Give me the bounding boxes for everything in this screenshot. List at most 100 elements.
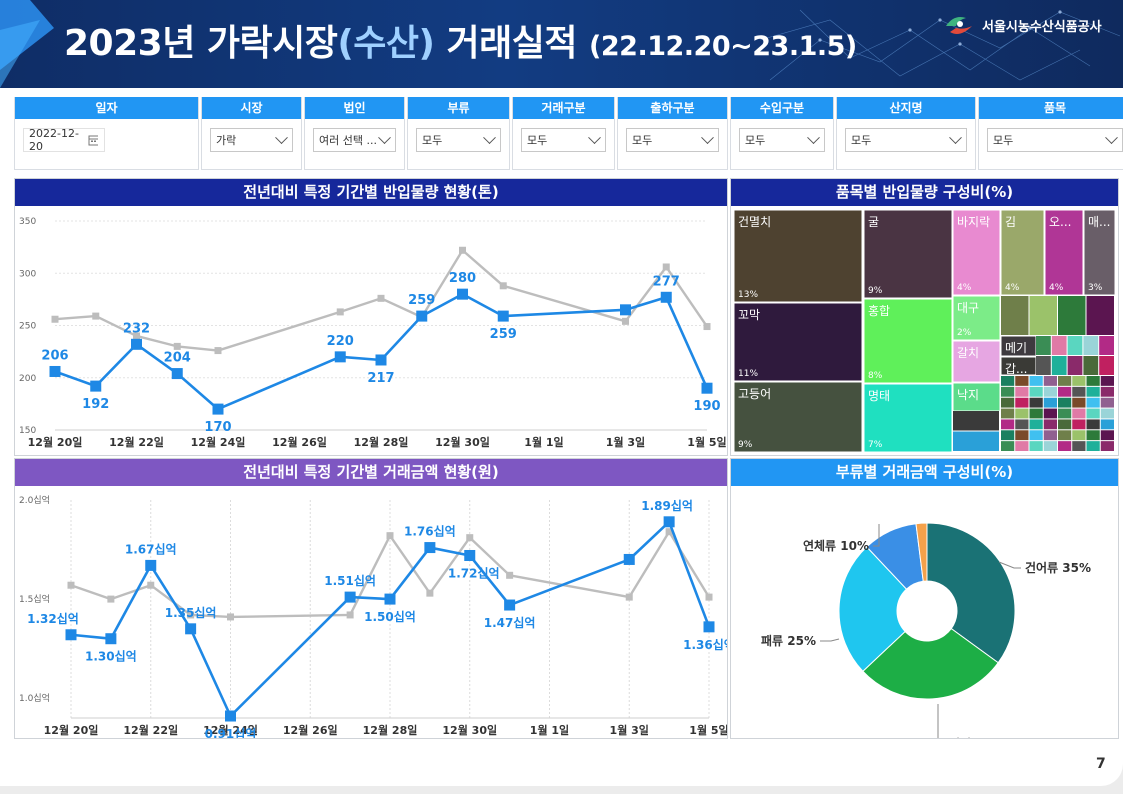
current-point-marker <box>131 338 142 350</box>
filter-dropdown[interactable]: 모두 <box>416 128 501 152</box>
filter-dropdown[interactable]: 모두 <box>626 128 719 152</box>
previous-point-marker <box>92 312 100 320</box>
treemap-item-name: 갈치 <box>957 346 979 360</box>
donut-slice <box>915 522 928 582</box>
previous-point-marker <box>227 613 234 621</box>
filter-dropdown[interactable]: 모두 <box>521 128 606 152</box>
previous-point-marker <box>703 323 711 331</box>
y-tick-label: 250 <box>19 322 36 332</box>
current-point-marker <box>171 368 183 380</box>
data-label: 1.32십억 <box>27 611 79 626</box>
donut-leader-line <box>998 561 1021 569</box>
treemap-minor-cell <box>1029 419 1043 430</box>
chevron-down-icon <box>949 130 962 144</box>
treemap-item-pct: 8% <box>868 371 883 381</box>
filter-value: 모두 <box>527 134 548 147</box>
previous-point-marker <box>459 246 466 254</box>
x-tick-label: 12월 26일 <box>283 723 338 737</box>
treemap-minor-cell <box>1086 441 1100 451</box>
org-logo-icon <box>946 17 972 34</box>
data-label: 1.30십억 <box>85 649 137 664</box>
title-main: 2023년 가락시장 <box>64 23 338 64</box>
previous-point-marker <box>625 593 633 601</box>
filter-dropdown[interactable]: 모두 <box>739 128 825 152</box>
data-label: 192 <box>82 397 109 412</box>
treemap-minor-cell <box>1029 408 1043 419</box>
x-tick-label: 12월 28일 <box>363 723 418 737</box>
treemap-minor-cell <box>1086 419 1100 430</box>
treemap-minor-cell <box>1058 376 1072 386</box>
treemap-minor-cell <box>1086 376 1100 386</box>
x-tick-label: 1월 5일 <box>687 435 726 449</box>
treemap-minor-cell <box>1086 386 1100 397</box>
previous-point-marker <box>386 532 394 540</box>
data-label: 217 <box>367 371 394 386</box>
date-picker[interactable]: 2022-12-20 <box>23 127 105 153</box>
data-label: 1.35십억 <box>165 605 217 620</box>
treemap-minor-cell <box>1043 419 1057 430</box>
filter-0: 일자 2022-12-20 <box>14 97 199 170</box>
treemap-minor-cell <box>1036 356 1051 375</box>
treemap-item-name: 김 <box>1005 215 1016 229</box>
treemap-item-name: 대구 <box>957 301 979 315</box>
treemap-minor-cell <box>1058 419 1072 430</box>
filter-dropdown[interactable]: 여러 선택 ... <box>313 128 396 152</box>
page-title: 2023년 가락시장(수산) 거래실적 (22.12.20~23.1.5) <box>64 14 857 66</box>
donut-slice <box>838 546 908 672</box>
treemap-cell <box>1083 209 1116 296</box>
x-tick-label: 12월 26일 <box>272 435 327 449</box>
donut-leader-line <box>873 524 880 547</box>
data-label: 204 <box>164 351 191 366</box>
treemap-minor-cell <box>1083 356 1099 375</box>
current-point-marker <box>212 403 224 415</box>
filter-dropdown[interactable]: 가락 <box>210 128 293 152</box>
donut-slice-label: 건어류 35% <box>1025 560 1091 575</box>
title-paren: (수산) <box>337 23 435 64</box>
treemap-item-pct: 2% <box>957 328 972 338</box>
current-point-marker <box>701 382 713 394</box>
donut-leader-line <box>937 704 939 738</box>
filter-label: 수입구분 <box>731 97 833 119</box>
filter-label: 법인 <box>305 97 404 119</box>
treemap-minor-cell <box>1015 419 1029 430</box>
treemap-minor-cell <box>1100 430 1114 441</box>
x-tick-label: 12월 24일 <box>191 435 246 449</box>
data-label: 1.50십억 <box>364 609 416 624</box>
treemap-item-pct: 9% <box>868 286 883 296</box>
treemap-minor-cell <box>1015 386 1029 397</box>
treemap-cell <box>952 209 1001 296</box>
treemap-item-name: 꼬막 <box>738 308 760 322</box>
treemap-minor-cell <box>1058 408 1072 419</box>
previous-point-marker <box>133 332 140 340</box>
amount-chart-title: 전년대비 특정 기간별 거래금액 현황(원) <box>15 459 727 486</box>
current-point-marker <box>225 710 236 722</box>
treemap-minor-cell <box>1029 296 1057 335</box>
treemap-minor-cell <box>1072 408 1086 419</box>
filter-value: 모두 <box>422 134 443 147</box>
donut-slice <box>926 522 1016 664</box>
data-label: 1.51십억 <box>324 573 376 588</box>
treemap-minor-cell <box>1043 376 1057 386</box>
treemap-item-name: 메기 <box>1005 341 1027 355</box>
treemap-minor-cell <box>1086 408 1100 419</box>
chevron-down-icon <box>701 130 714 144</box>
filter-label: 거래구분 <box>513 97 614 119</box>
x-tick-label: 12월 22일 <box>123 723 178 737</box>
data-label: 0.91십억 <box>205 726 257 738</box>
treemap-minor-cell <box>1099 356 1114 375</box>
x-tick-label: 1월 1일 <box>524 435 563 449</box>
previous-point-marker <box>705 593 713 601</box>
treemap-cell <box>1000 209 1045 296</box>
filter-dropdown[interactable]: 모두 <box>987 128 1123 152</box>
data-label: 1.36십억 <box>683 637 727 652</box>
treemap-cell <box>863 209 953 299</box>
treemap-minor-cell <box>1001 441 1015 451</box>
calendar-icon[interactable] <box>88 134 98 146</box>
data-label: 1.89십억 <box>641 498 693 513</box>
filter-dropdown[interactable]: 모두 <box>845 128 967 152</box>
treemap-minor-cell <box>1100 419 1114 430</box>
treemap-minor-cell <box>1100 376 1114 386</box>
current-series-line <box>54 292 709 411</box>
